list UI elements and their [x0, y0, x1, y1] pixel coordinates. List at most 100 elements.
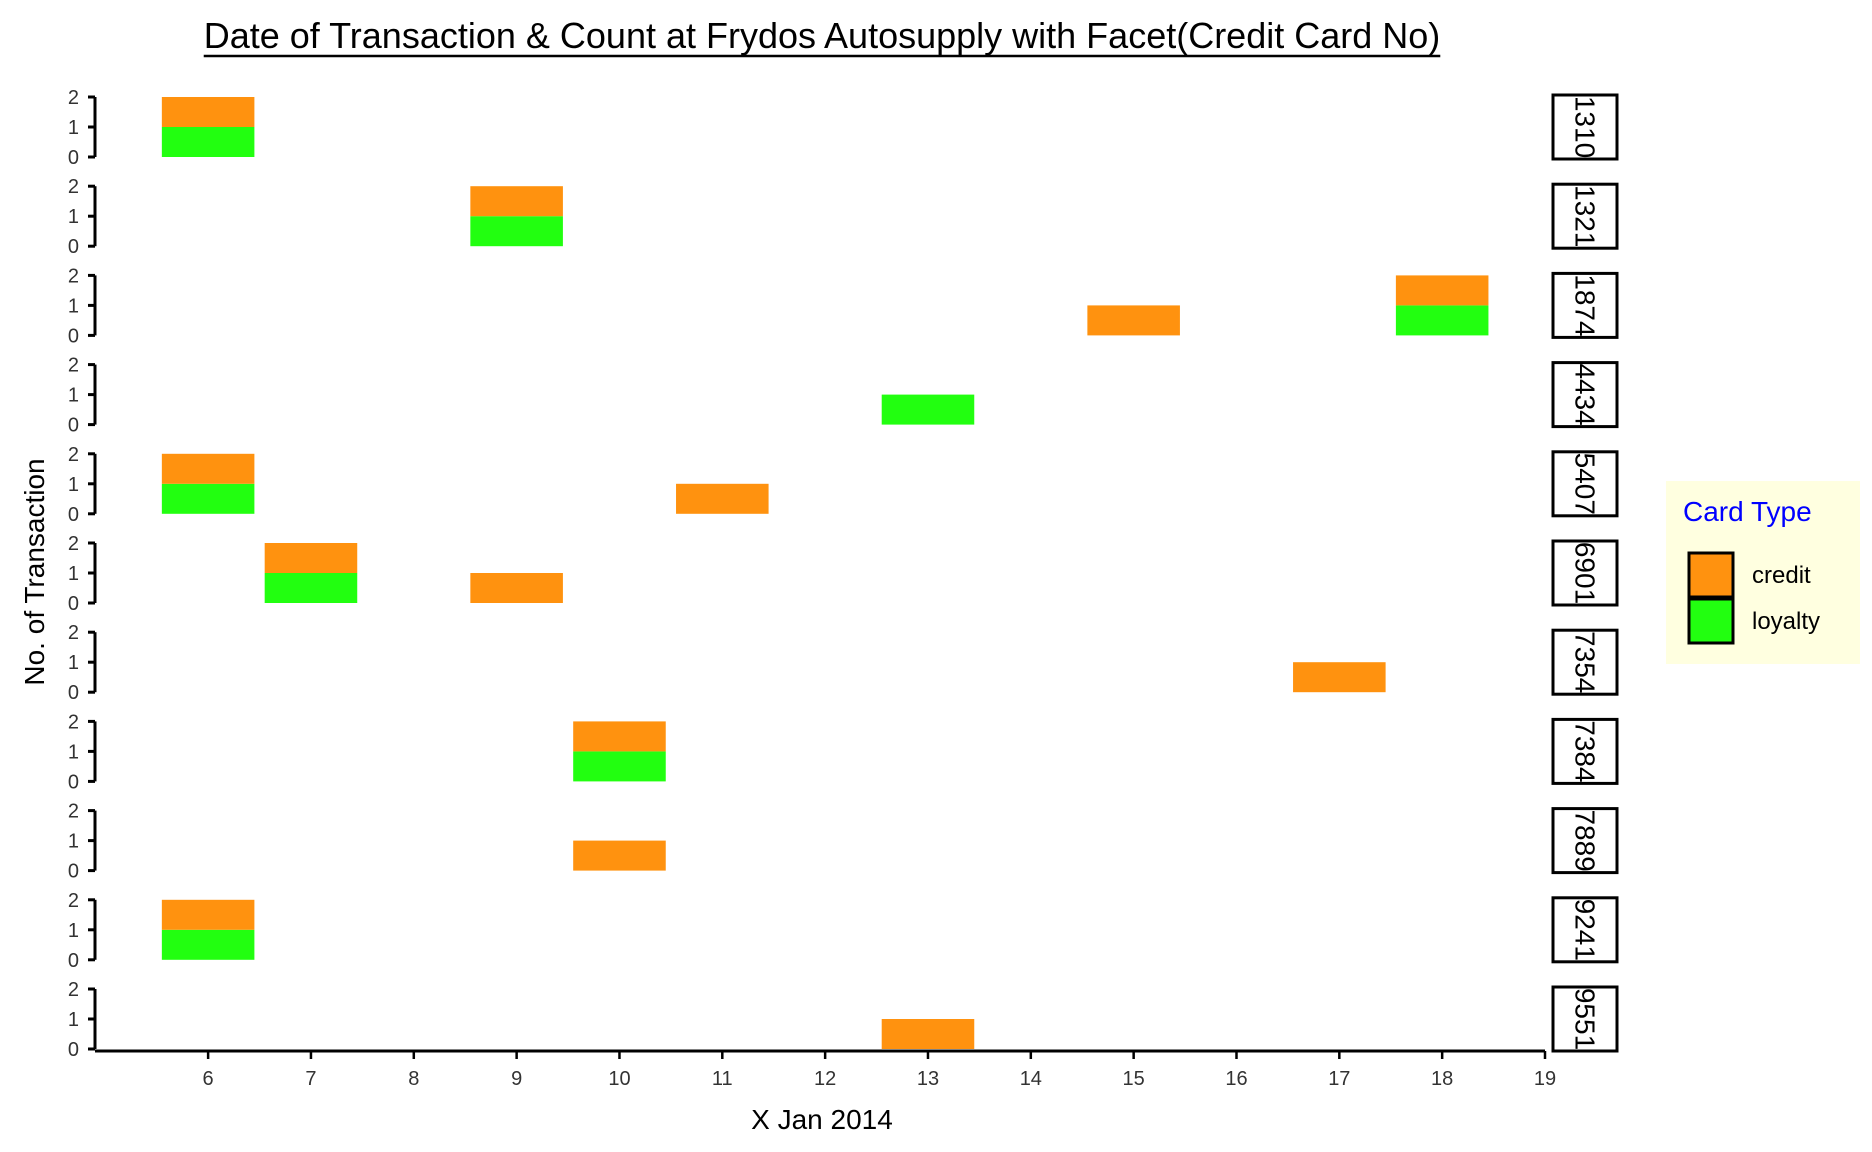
- y-tick-label: 1: [68, 474, 79, 496]
- y-tick-label: 0: [68, 147, 79, 169]
- bar-loyalty: [161, 929, 255, 960]
- facet-panels: 0 1 2 1310 0 1 2 1321 0 1 2 1874 0 1 2 4434 0 1 2 5407 0 1 2 69…: [68, 87, 1619, 1061]
- legend-swatch-credit: [1687, 551, 1735, 599]
- facet-strip: [1551, 896, 1619, 964]
- bar-credit: [1395, 275, 1489, 306]
- bar-credit: [676, 483, 769, 514]
- facet-panel: 0 1 2 4434: [68, 355, 1619, 437]
- facet-strip: [1551, 807, 1619, 875]
- facet-strip: [1551, 271, 1619, 339]
- facet-panel: 0 1 2 5407: [68, 444, 1619, 526]
- facet-strip-label: 4434: [1570, 363, 1601, 425]
- y-tick-label: 2: [68, 711, 79, 733]
- y-tick-label: 2: [68, 265, 79, 287]
- bar-credit: [161, 899, 255, 930]
- facet-panel: 0 1 2 1874: [68, 265, 1619, 347]
- bar-credit: [161, 97, 255, 127]
- x-tick-label: 7: [305, 1068, 316, 1090]
- x-tick-label: 9: [511, 1068, 522, 1090]
- y-tick-label: 2: [68, 444, 79, 466]
- bar-credit: [881, 1019, 975, 1049]
- x-axis-label: X Jan 2014: [751, 1104, 893, 1135]
- facet-panel: 0 1 2 7889: [68, 801, 1619, 883]
- bar-credit: [1087, 305, 1180, 336]
- facet-strip: [1551, 361, 1619, 429]
- y-tick-label: 1: [68, 206, 79, 228]
- x-tick-label: 10: [608, 1068, 630, 1090]
- y-tick-label: 1: [68, 1009, 79, 1031]
- facet-panel: 0 1 2 9241: [68, 890, 1619, 972]
- bar-credit: [1293, 662, 1386, 693]
- facet-strip: [1551, 717, 1619, 785]
- y-tick-label: 0: [68, 682, 79, 704]
- x-tick-label: 12: [814, 1068, 836, 1090]
- facet-strip-label: 5407: [1570, 453, 1601, 515]
- x-axis: 6 7 8 9 10 11 12 13 14 15 16 17 18 19: [95, 1049, 1556, 1090]
- facet-strip-label: 1321: [1570, 185, 1601, 247]
- facet-panel: 0 1 2 7354: [68, 622, 1619, 704]
- y-tick-label: 2: [68, 355, 79, 377]
- facet-strip-label: 9241: [1570, 899, 1601, 961]
- facet-strip: [1551, 985, 1619, 1053]
- facet-strip-label: 6901: [1570, 542, 1601, 604]
- x-tick-label: 18: [1431, 1068, 1453, 1090]
- x-tick-label: 8: [408, 1068, 419, 1090]
- y-tick-label: 2: [68, 176, 79, 198]
- bar-credit: [470, 573, 563, 603]
- y-tick-label: 0: [68, 950, 79, 972]
- bar-credit: [264, 543, 358, 573]
- x-tick-label: 19: [1534, 1068, 1556, 1090]
- facet-strip: [1551, 539, 1619, 607]
- x-tick-label: 14: [1020, 1068, 1042, 1090]
- x-tick-label: 16: [1225, 1068, 1247, 1090]
- y-tick-label: 1: [68, 652, 79, 674]
- legend-swatch-loyalty: [1687, 597, 1735, 645]
- bar-loyalty: [470, 216, 563, 247]
- bar-loyalty: [161, 127, 255, 157]
- x-tick-label: 17: [1328, 1068, 1350, 1090]
- bar-credit: [161, 453, 255, 484]
- y-tick-label: 0: [68, 1039, 79, 1061]
- y-tick-label: 2: [68, 87, 79, 109]
- facet-strip-label: 1874: [1570, 274, 1601, 336]
- legend-title: Card Type: [1683, 496, 1812, 527]
- facet-strip: [1551, 450, 1619, 518]
- bar-credit: [573, 840, 666, 871]
- bar-loyalty: [573, 751, 666, 782]
- y-tick-label: 2: [68, 979, 79, 1001]
- y-tick-label: 0: [68, 771, 79, 793]
- facet-strip-label: 1310: [1570, 96, 1601, 158]
- y-tick-label: 0: [68, 415, 79, 437]
- x-tick-label: 6: [203, 1068, 214, 1090]
- bar-loyalty: [881, 394, 975, 425]
- legend: Card Type credit loyalty: [1666, 481, 1860, 664]
- y-tick-label: 0: [68, 861, 79, 883]
- y-tick-label: 2: [68, 622, 79, 644]
- y-tick-label: 2: [68, 801, 79, 823]
- y-tick-label: 1: [68, 741, 79, 763]
- x-tick-label: 15: [1123, 1068, 1145, 1090]
- y-tick-label: 1: [68, 385, 79, 407]
- y-tick-label: 2: [68, 533, 79, 555]
- y-axis-label: No. of Transaction: [19, 458, 50, 685]
- bar-loyalty: [264, 573, 358, 603]
- facet-strip-label: 9551: [1570, 988, 1601, 1050]
- y-tick-label: 0: [68, 236, 79, 258]
- y-tick-label: 0: [68, 593, 79, 615]
- bar-credit: [573, 721, 666, 752]
- facet-strip: [1551, 93, 1619, 161]
- legend-label-credit: credit: [1752, 562, 1811, 589]
- x-tick-label: 11: [712, 1068, 733, 1090]
- y-tick-label: 0: [68, 504, 79, 526]
- facet-panel: 0 1 2 9551: [68, 979, 1619, 1061]
- facet-panel: 0 1 2 6901: [68, 533, 1619, 615]
- bar-loyalty: [1395, 305, 1489, 336]
- chart-title: Date of Transaction & Count at Frydos Au…: [204, 15, 1441, 56]
- facet-strip-label: 7889: [1570, 809, 1601, 871]
- y-tick-label: 0: [68, 325, 79, 347]
- y-tick-label: 1: [68, 831, 79, 853]
- y-tick-label: 1: [68, 920, 79, 942]
- y-tick-label: 1: [68, 117, 79, 139]
- bar-credit: [470, 186, 563, 217]
